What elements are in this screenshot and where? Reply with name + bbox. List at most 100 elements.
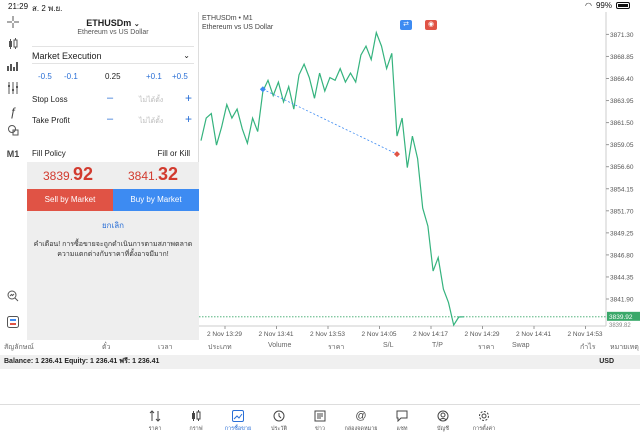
volume-decrease-large[interactable]: -0.5 bbox=[38, 72, 52, 81]
symbol-name: ETHUSDm bbox=[86, 18, 132, 28]
y-tick-label: 3859.05 bbox=[610, 142, 634, 149]
stop-loss-input[interactable]: ไม่ได้ตั้ง bbox=[139, 97, 164, 104]
price-series-line bbox=[200, 30, 465, 327]
chart-canvas: 3871.30 3868.85 3866.40 3863.95 3861.50 3859.… bbox=[199, 12, 640, 338]
col-type[interactable]: ประเภท bbox=[208, 344, 232, 351]
y-tick-label: 3866.40 bbox=[610, 76, 634, 83]
col-price[interactable]: ราคา bbox=[328, 344, 345, 351]
take-profit-minus-button[interactable]: – bbox=[107, 113, 114, 125]
x-tick-label: 2 Nov 14:29 bbox=[465, 331, 500, 338]
y-tick-label: 3861.50 bbox=[610, 120, 634, 127]
col-profit[interactable]: กำไร bbox=[580, 344, 596, 351]
crosshair-icon[interactable] bbox=[5, 16, 21, 32]
symbol-selector[interactable]: ETHUSDm ⌄ bbox=[27, 18, 199, 28]
chart-symbol: ETHUSDm • M1 bbox=[202, 15, 253, 22]
x-tick-label: 2 Nov 14:05 bbox=[362, 331, 397, 338]
account-icon bbox=[423, 409, 463, 423]
function-icon[interactable]: ƒ bbox=[9, 105, 17, 119]
one-click-sell-icon[interactable]: ◉ bbox=[425, 20, 437, 30]
tab-label: บัญชี bbox=[437, 426, 449, 432]
tab-label: แชท bbox=[396, 426, 408, 432]
x-tick-label: 2 Nov 14:41 bbox=[516, 331, 551, 338]
y-tick-label: 3849.25 bbox=[610, 230, 634, 237]
col-time[interactable]: เวลา bbox=[158, 344, 173, 351]
trade-panel-icon[interactable] bbox=[5, 316, 21, 332]
x-tick-label: 2 Nov 14:53 bbox=[568, 331, 603, 338]
tab-chart[interactable]: กราฟ bbox=[176, 409, 216, 433]
quotes-icon bbox=[135, 409, 175, 423]
objects-icon[interactable] bbox=[5, 124, 21, 140]
status-bar: 21:29 ส. 2 พ.ย. ◠ 99% bbox=[0, 0, 640, 13]
col-comment[interactable]: หมายเหตุ bbox=[610, 344, 639, 351]
positions-table-header: สัญลักษณ์ ตั๋ว เวลา ประเภท Volume ราคา S… bbox=[0, 341, 640, 353]
price-chart[interactable]: ETHUSDm • M1 Ethereum vs US Dollar ⇄ ◉ 3… bbox=[199, 12, 640, 340]
tab-account[interactable]: บัญชี bbox=[423, 409, 463, 433]
y-tick-label: 3846.80 bbox=[610, 252, 634, 259]
col-volume[interactable]: Volume bbox=[268, 342, 292, 349]
col-current-price[interactable]: ราคา bbox=[478, 344, 495, 351]
candles-icon[interactable] bbox=[5, 38, 21, 54]
stop-loss-plus-button[interactable]: + bbox=[184, 91, 192, 105]
x-tick-label: 2 Nov 14:17 bbox=[413, 331, 448, 338]
clock: 21:29 bbox=[8, 2, 29, 11]
col-symbol[interactable]: สัญลักษณ์ bbox=[4, 344, 34, 351]
date: ส. 2 พ.ย. bbox=[32, 4, 63, 13]
settings-icon bbox=[464, 409, 504, 423]
buy-price: 3841.32 bbox=[128, 164, 179, 184]
tab-chat[interactable]: แชท bbox=[382, 409, 422, 433]
volume-increase-large[interactable]: +0.5 bbox=[172, 72, 188, 81]
col-swap[interactable]: Swap bbox=[512, 342, 530, 349]
balance-currency: USD bbox=[599, 358, 614, 365]
chevron-down-icon: ⌄ bbox=[133, 21, 140, 28]
buy-by-market-button[interactable]: Buy by Market bbox=[113, 189, 199, 211]
stop-loss-minus-button[interactable]: – bbox=[107, 92, 114, 104]
mail-icon: @ bbox=[355, 410, 367, 422]
y-tick-label: 3854.15 bbox=[610, 186, 634, 193]
tab-news[interactable]: ข่าว bbox=[300, 409, 340, 433]
volume-decrease-small[interactable]: -0.1 bbox=[64, 72, 78, 81]
volume-stepper: -0.5 -0.1 0.25 +0.1 +0.5 bbox=[32, 70, 194, 84]
x-tick-label: 2 Nov 13:41 bbox=[259, 331, 294, 338]
current-price-tag bbox=[607, 311, 640, 321]
tab-history[interactable]: ประวัติ bbox=[259, 409, 299, 433]
y-tick-label: 3868.85 bbox=[610, 54, 634, 61]
fill-policy-row[interactable]: Fill Policy Fill or Kill bbox=[32, 149, 194, 158]
tab-quotes[interactable]: ราคา bbox=[135, 409, 175, 433]
fill-policy-value: Fill or Kill bbox=[157, 149, 190, 158]
col-tp[interactable]: T/P bbox=[432, 342, 443, 349]
take-profit-row: Take Profit – ไม่ได้ตั้ง + bbox=[32, 112, 194, 130]
tab-mailbox[interactable]: @ กล่องจดหมาย bbox=[341, 409, 381, 433]
order-panel: ETHUSDm ⌄ Ethereum vs US Dollar Market E… bbox=[27, 12, 199, 340]
tab-trade[interactable]: การซื้อขาย bbox=[218, 409, 258, 433]
sell-trade-marker bbox=[393, 151, 400, 158]
indicators-icon[interactable] bbox=[5, 60, 21, 76]
sell-by-market-button[interactable]: Sell by Market bbox=[27, 189, 113, 211]
take-profit-input[interactable]: ไม่ได้ตั้ง bbox=[139, 118, 164, 125]
fill-policy-label: Fill Policy bbox=[32, 149, 66, 158]
settings-sliders-icon[interactable] bbox=[5, 82, 21, 98]
chat-icon bbox=[382, 409, 422, 423]
stop-loss-label: Stop Loss bbox=[32, 95, 68, 104]
cancel-button[interactable]: ยกเลิก bbox=[101, 221, 124, 230]
col-ticket[interactable]: ตั๋ว bbox=[102, 344, 111, 351]
tab-label: การซื้อขาย bbox=[224, 426, 252, 432]
take-profit-plus-button[interactable]: + bbox=[184, 112, 192, 126]
volume-increase-small[interactable]: +0.1 bbox=[146, 72, 162, 81]
one-click-buy-icon[interactable]: ⇄ bbox=[400, 20, 412, 30]
zoom-icon[interactable] bbox=[5, 290, 21, 306]
y-tick-label: 3856.60 bbox=[610, 164, 634, 171]
volume-value[interactable]: 0.25 bbox=[105, 72, 121, 81]
y-tick-label: 3871.30 bbox=[610, 32, 634, 39]
battery-percent: 99% bbox=[595, 1, 612, 10]
buy-trade-marker bbox=[259, 86, 266, 93]
chevron-down-icon: ⌄ bbox=[183, 51, 190, 60]
chart-icon bbox=[176, 409, 216, 423]
col-sl[interactable]: S/L bbox=[383, 342, 394, 349]
execution-type-select[interactable]: Market Execution ⌄ bbox=[32, 46, 194, 64]
tab-settings[interactable]: การตั้งค่า bbox=[464, 409, 504, 433]
execution-type-label: Market Execution bbox=[32, 51, 102, 61]
battery-icon bbox=[616, 2, 630, 9]
timeframe-m1[interactable]: M1 bbox=[6, 149, 20, 159]
status-right: ◠ 99% bbox=[585, 1, 630, 10]
tab-label: กล่องจดหมาย bbox=[344, 426, 378, 432]
